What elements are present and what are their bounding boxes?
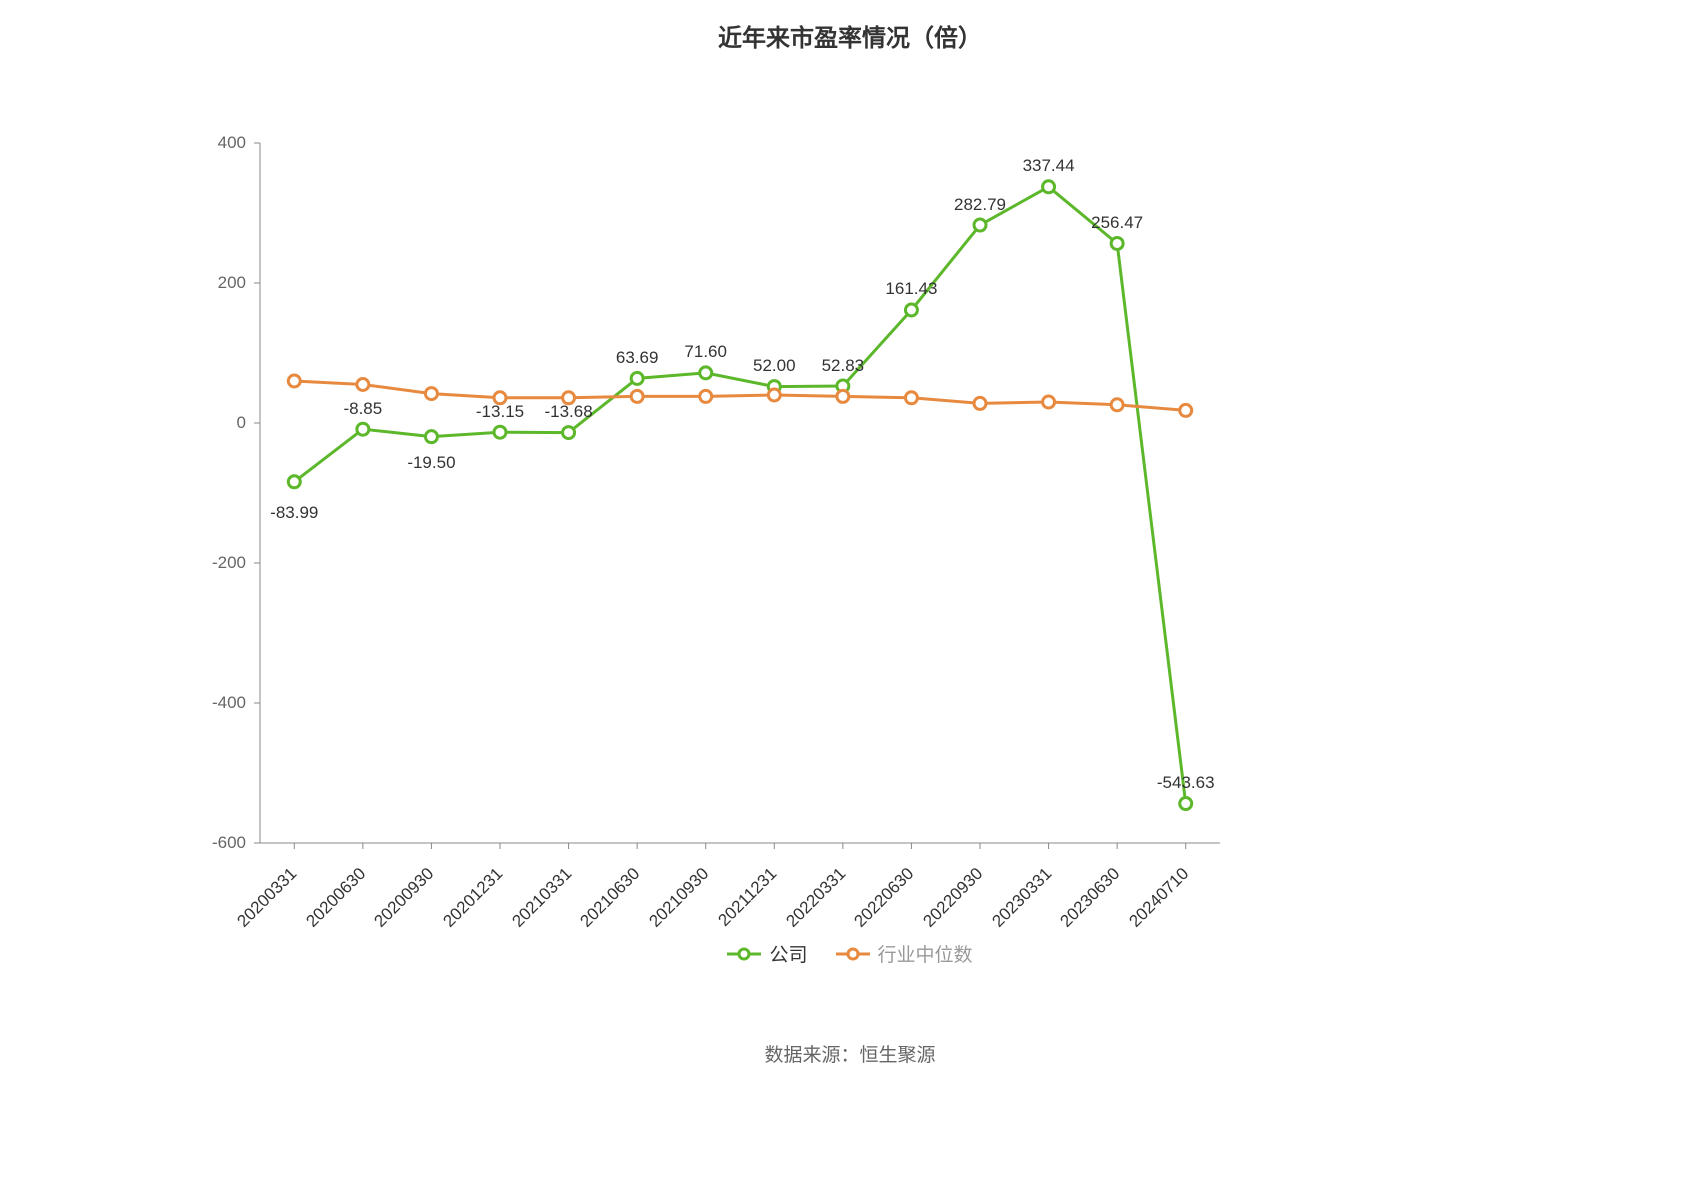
series-marker <box>837 390 849 402</box>
series-marker <box>631 390 643 402</box>
series-marker <box>494 426 506 438</box>
data-label: 63.69 <box>616 348 659 368</box>
legend-marker-icon <box>727 946 761 962</box>
series-marker <box>631 372 643 384</box>
series-marker <box>905 304 917 316</box>
data-label: -543.63 <box>1157 773 1215 793</box>
series-marker <box>700 367 712 379</box>
data-label: -13.68 <box>544 402 592 422</box>
series-marker <box>974 219 986 231</box>
data-label: 52.00 <box>753 356 796 376</box>
data-label: 161.43 <box>885 279 937 299</box>
data-label: -19.50 <box>407 453 455 473</box>
y-tick-label: 400 <box>218 133 246 153</box>
data-label: -83.99 <box>270 503 318 523</box>
series-marker <box>357 423 369 435</box>
chart-legend: 公司 行业中位数 <box>0 940 1700 967</box>
series-marker <box>425 431 437 443</box>
series-marker <box>425 388 437 400</box>
series-marker <box>288 476 300 488</box>
legend-item[interactable]: 行业中位数 <box>836 940 973 967</box>
series-marker <box>768 389 780 401</box>
series-marker <box>905 392 917 404</box>
data-label: 337.44 <box>1023 156 1075 176</box>
data-label: -13.15 <box>476 402 524 422</box>
legend-label: 公司 <box>769 940 807 967</box>
series-marker <box>1111 237 1123 249</box>
legend-marker-icon <box>836 946 870 962</box>
y-tick-label: -400 <box>212 693 246 713</box>
series-marker <box>974 397 986 409</box>
series-marker <box>1043 181 1055 193</box>
series-marker <box>563 427 575 439</box>
y-tick-label: 200 <box>218 273 246 293</box>
data-source-label: 数据来源：恒生聚源 <box>0 1040 1700 1067</box>
series-marker <box>288 375 300 387</box>
legend-item[interactable]: 公司 <box>727 940 807 967</box>
series-marker <box>357 379 369 391</box>
series-marker <box>700 390 712 402</box>
series-line-0 <box>294 187 1185 804</box>
legend-label: 行业中位数 <box>878 940 973 967</box>
y-tick-label: -200 <box>212 553 246 573</box>
data-label: 282.79 <box>954 195 1006 215</box>
series-marker <box>1043 396 1055 408</box>
series-marker <box>1111 399 1123 411</box>
series-marker <box>1180 798 1192 810</box>
chart-title: 近年来市盈率情况（倍） <box>0 0 1700 53</box>
data-label: -8.85 <box>343 399 382 419</box>
y-tick-label: 0 <box>237 413 246 433</box>
chart-svg <box>0 53 1700 1203</box>
data-label: 256.47 <box>1091 213 1143 233</box>
data-label: 52.83 <box>822 356 865 376</box>
chart-plot-area: -600-400-2000200400202003312020063020200… <box>0 53 1700 1203</box>
y-tick-label: -600 <box>212 833 246 853</box>
series-marker <box>1180 404 1192 416</box>
data-label: 71.60 <box>684 342 727 362</box>
